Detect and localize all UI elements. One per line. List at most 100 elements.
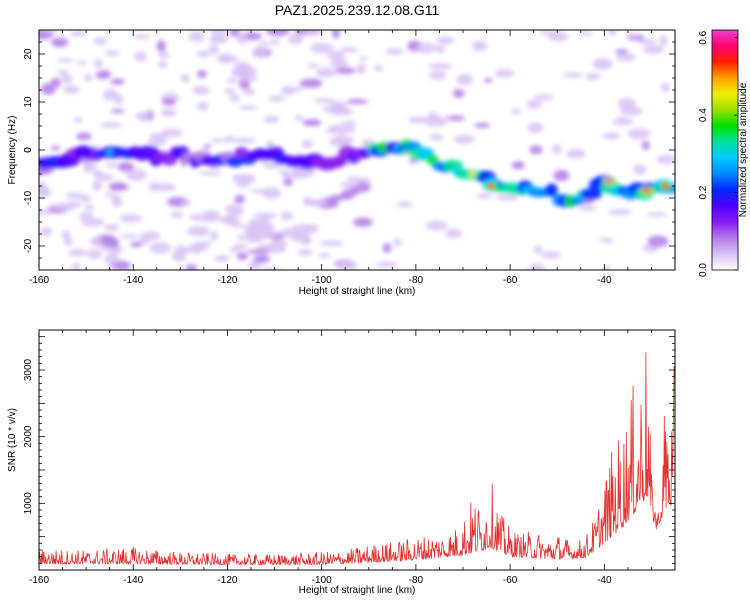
y-tick-label: 1000 (23, 492, 34, 515)
y-tick-label: 2000 (23, 425, 34, 448)
spectrogram-cell (619, 106, 643, 116)
spectrogram-cell (346, 99, 369, 105)
colorbar-gradient (712, 30, 738, 270)
spectrogram-cell (223, 136, 236, 143)
spectrogram-ylabel: Frequency (Hz) (7, 116, 18, 185)
spectrogram-cell (646, 212, 669, 217)
spectrogram-cell (160, 108, 177, 117)
spectrogram-cell (149, 181, 160, 192)
spectrogram-cell (161, 98, 176, 106)
spectrogram-cell (258, 215, 270, 224)
spectrogram-cell (160, 155, 178, 166)
spectrogram-cell (223, 88, 236, 95)
spectrogram-cell (301, 139, 313, 149)
spectrogram-cell (656, 155, 675, 164)
spectrogram-cell (185, 264, 198, 270)
x-tick-label: -100 (312, 275, 332, 286)
spectrogram-cell (319, 240, 344, 247)
spectrogram-cell (233, 244, 249, 249)
spectrogram-cell (243, 225, 259, 237)
spectrogram-cell (253, 254, 271, 264)
spectrogram-cell (133, 34, 151, 39)
spectrogram-cell (647, 235, 669, 248)
spectrogram-cell (308, 199, 327, 207)
x-tick-label: -40 (597, 575, 612, 586)
colorbar: 0.0 0.2 0.4 0.6 Normalized spectral amplitu… (698, 29, 749, 277)
spectrogram-cell (209, 35, 224, 43)
spectrogram-cell (552, 144, 562, 155)
spectrogram-cell (61, 230, 71, 240)
colorbar-tick-label: 0.6 (698, 30, 709, 44)
spectrogram-cell (289, 172, 311, 179)
spectrogram-cell (252, 46, 268, 59)
spectrogram-peak-core (468, 171, 476, 177)
spectrogram-cell (50, 145, 61, 151)
x-tick-label: -140 (123, 575, 143, 586)
spectrogram-cell (533, 94, 555, 100)
spectrogram-cell (562, 72, 583, 78)
spectrogram-cell (187, 226, 210, 237)
spectrogram-cell (306, 63, 319, 68)
spectrogram-cell (94, 58, 103, 69)
spectrogram-cell (592, 58, 613, 70)
spectrogram-cell (456, 73, 473, 86)
spectrogram-peak-core (393, 145, 401, 150)
spectrogram-cell (76, 132, 92, 141)
spectrogram-cell (213, 254, 230, 262)
x-tick-label: -120 (217, 275, 237, 286)
y-tick-label: -10 (23, 190, 34, 205)
spectrogram-cell (57, 69, 69, 76)
x-tick-label: -60 (503, 575, 518, 586)
spectrogram-cell (51, 37, 69, 48)
spectrogram-cell (579, 31, 593, 36)
spectrogram-cell (110, 109, 125, 114)
spectrogram-peak-core (106, 150, 114, 155)
spectrogram-cell (229, 30, 241, 37)
spectrogram-cell (109, 238, 120, 250)
spectrogram-peak-core (605, 179, 613, 184)
spectrogram-cell (297, 249, 313, 256)
spectrogram-cell (65, 192, 85, 199)
x-tick-label: -60 (503, 275, 518, 286)
x-tick-label: -140 (123, 275, 143, 286)
spectrogram-cell (428, 63, 453, 70)
spectrogram-cell (578, 205, 597, 211)
spectrogram-cell (436, 36, 455, 45)
spectrogram-cell (120, 234, 140, 239)
y-tick-label: 20 (23, 48, 34, 60)
spectrogram-cell (347, 176, 360, 182)
spectrogram-cell (39, 189, 53, 197)
spectrogram-cell (170, 211, 183, 218)
spectrogram-cell (119, 213, 143, 223)
spectrogram-cell (203, 81, 220, 90)
spectrogram-cell (102, 247, 126, 252)
spectrogram-cell (269, 39, 280, 46)
spectrogram-cell (316, 67, 337, 78)
colorbar-tick-label: 0.2 (698, 185, 709, 199)
spectrogram-cell (340, 46, 358, 53)
spectrogram-cell (659, 35, 668, 47)
spectrogram-cell (117, 161, 134, 172)
spectrogram-cell (333, 135, 355, 144)
spectrogram-cell (262, 187, 281, 199)
spectrogram-cell (539, 30, 560, 36)
spectrogram-cell (313, 98, 336, 103)
spectrogram-cell (232, 137, 256, 144)
spectrogram-cell (331, 30, 341, 39)
spectrogram-cell (235, 67, 259, 75)
spectrogram-cell (46, 30, 58, 34)
spectrogram-cell (238, 78, 251, 90)
spectrogram-cell (113, 93, 124, 105)
snr-panel: -160 -140 -120 -100 -80 -60 -40 1000 2000 3000 He… (7, 329, 676, 596)
spectrogram-cell (262, 162, 282, 169)
snr-series-line (39, 352, 675, 566)
spectrogram-cell (108, 182, 128, 191)
spectrogram-cell (80, 217, 105, 227)
spectrogram-cell (236, 35, 249, 44)
spectrogram-cell (309, 42, 334, 54)
spectrogram-cell (196, 101, 209, 111)
spectrogram-cell (444, 228, 463, 239)
spectrogram-cell (528, 263, 545, 270)
y-tick-label: 10 (23, 96, 34, 108)
